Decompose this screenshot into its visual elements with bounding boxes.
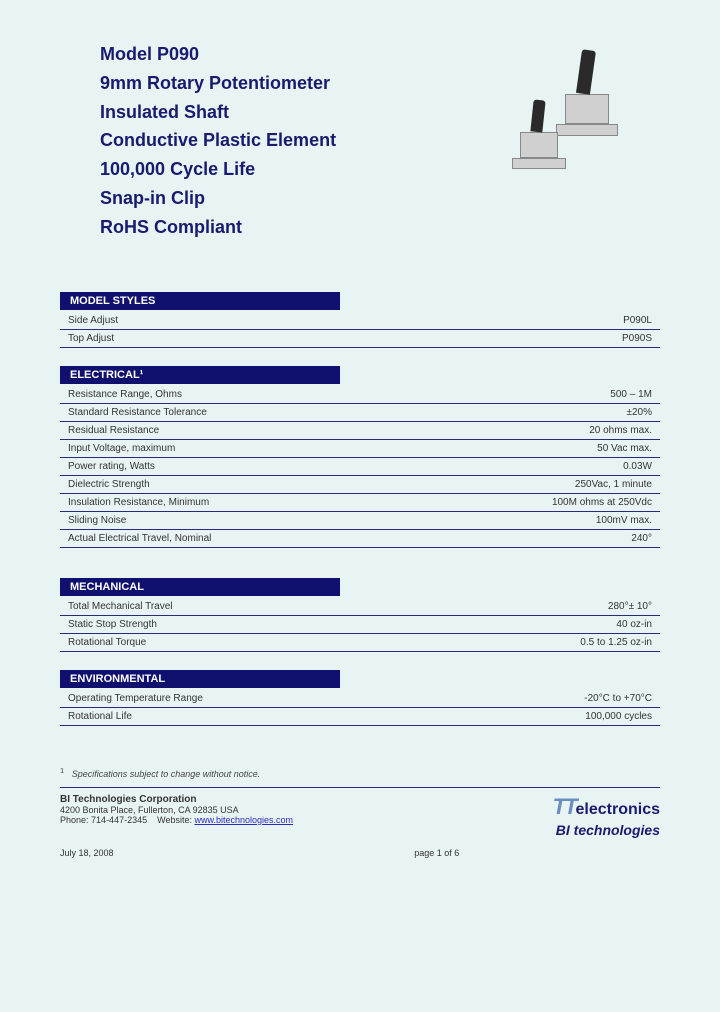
table-row: Sliding Noise100mV max. [60,511,660,529]
spec-label: Power rating, Watts [60,457,407,475]
spec-value: ±20% [407,403,660,421]
logo-block: TTelectronics BI technologies [553,794,660,838]
spec-label: Actual Electrical Travel, Nominal [60,529,407,547]
spec-label: Static Stop Strength [60,615,407,633]
company-address: 4200 Bonita Place, Fullerton, CA 92835 U… [60,805,293,815]
table-row: Resistance Range, Ohms500 – 1M [60,386,660,404]
spec-label: Residual Resistance [60,421,407,439]
footnote-text: Specifications subject to change without… [72,769,261,779]
spec-label: Input Voltage, maximum [60,439,407,457]
footnote: 1 Specifications subject to change witho… [60,766,660,779]
spec-label: Total Mechanical Travel [60,598,407,616]
table-row: Operating Temperature Range-20°C to +70°… [60,690,660,708]
spec-label: Side Adjust [60,312,414,330]
phone-label: Phone: [60,815,89,825]
table-row: Input Voltage, maximum50 Vac max. [60,439,660,457]
table-row: Total Mechanical Travel280°± 10° [60,598,660,616]
section-header-model-styles: MODEL STYLES [60,292,340,310]
spec-value: P090L [414,312,660,330]
spec-label: Top Adjust [60,329,414,347]
spec-label: Resistance Range, Ohms [60,386,407,404]
title-line: 9mm Rotary Potentiometer [100,69,336,98]
spec-value: 240° [407,529,660,547]
bi-technologies-logo: BI technologies [553,822,660,838]
table-row: Insulation Resistance, Minimum100M ohms … [60,493,660,511]
table-row: Top AdjustP090S [60,329,660,347]
datasheet-page: Model P090 9mm Rotary Potentiometer Insu… [0,0,720,878]
title-line: RoHS Compliant [100,213,336,242]
table-row: Residual Resistance20 ohms max. [60,421,660,439]
spec-label: Insulation Resistance, Minimum [60,493,407,511]
title-line: Snap-in Clip [100,184,336,213]
title-block: Model P090 9mm Rotary Potentiometer Insu… [60,40,336,242]
company-name: BI Technologies Corporation [60,794,293,805]
page-number: page 1 of 6 [414,848,459,858]
company-contact-line: Phone: 714-447-2345 Website: www.bitechn… [60,815,293,825]
title-line: Insulated Shaft [100,98,336,127]
spec-label: Rotational Torque [60,633,407,651]
spec-value: 100mV max. [407,511,660,529]
section-header-environmental: ENVIRONMENTAL [60,670,340,688]
table-row: Power rating, Watts0.03W [60,457,660,475]
spec-value: 0.03W [407,457,660,475]
environmental-table: Operating Temperature Range-20°C to +70°… [60,690,660,726]
mechanical-table: Total Mechanical Travel280°± 10° Static … [60,598,660,652]
table-row: Static Stop Strength40 oz-in [60,615,660,633]
title-line: 100,000 Cycle Life [100,155,336,184]
header-row: Model P090 9mm Rotary Potentiometer Insu… [60,40,660,242]
electrical-table: Resistance Range, Ohms500 – 1M Standard … [60,386,660,548]
page-meta: July 18, 2008 page 1 of 6 [60,848,660,858]
table-row: Dielectric Strength250Vac, 1 minute [60,475,660,493]
table-row: Standard Resistance Tolerance±20% [60,403,660,421]
table-row: Rotational Torque0.5 to 1.25 oz-in [60,633,660,651]
tt-electronics-logo: TTelectronics [553,794,660,820]
footer-separator [60,787,660,794]
table-row: Rotational Life100,000 cycles [60,707,660,725]
website-label: Website: [157,815,192,825]
model-styles-table: Side AdjustP090L Top AdjustP090S [60,312,660,348]
website-link[interactable]: www.bitechnologies.com [195,815,294,825]
spec-value: 500 – 1M [407,386,660,404]
product-image [510,50,660,180]
title-line: Model P090 [100,40,336,69]
title-line: Conductive Plastic Element [100,126,336,155]
logo-text: electronics [576,801,660,818]
spec-value: 0.5 to 1.25 oz-in [407,633,660,651]
table-row: Actual Electrical Travel, Nominal240° [60,529,660,547]
spec-value: 280°± 10° [407,598,660,616]
spec-label: Standard Resistance Tolerance [60,403,407,421]
footer-contact: BI Technologies Corporation 4200 Bonita … [60,794,293,825]
spec-value: 250Vac, 1 minute [407,475,660,493]
spec-label: Operating Temperature Range [60,690,446,708]
table-row: Side AdjustP090L [60,312,660,330]
phone-number: 714-447-2345 [91,815,147,825]
spec-value: P090S [414,329,660,347]
spec-label: Sliding Noise [60,511,407,529]
spec-value: 20 ohms max. [407,421,660,439]
section-header-mechanical: MECHANICAL [60,578,340,596]
spec-label: Dielectric Strength [60,475,407,493]
spec-value: 100M ohms at 250Vdc [407,493,660,511]
footer: BI Technologies Corporation 4200 Bonita … [60,794,660,838]
spec-value: 100,000 cycles [446,707,660,725]
spec-value: 50 Vac max. [407,439,660,457]
section-header-electrical: ELECTRICAL¹ [60,366,340,384]
spec-value: 40 oz-in [407,615,660,633]
spec-value: -20°C to +70°C [446,690,660,708]
spec-label: Rotational Life [60,707,446,725]
document-date: July 18, 2008 [60,848,114,858]
